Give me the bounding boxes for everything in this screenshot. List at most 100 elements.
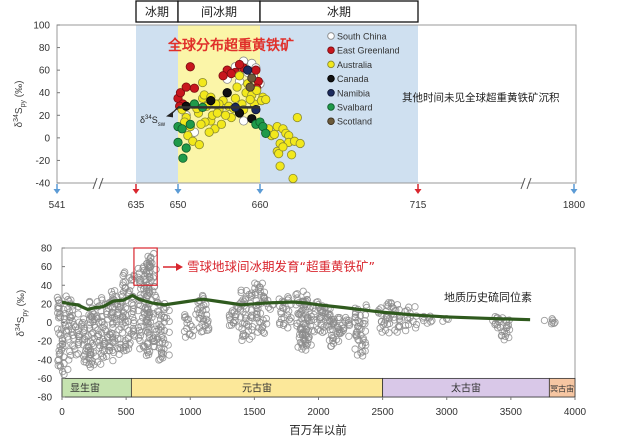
data-point [105, 346, 113, 355]
data-point [80, 315, 88, 323]
data-point [334, 313, 342, 322]
data-point [202, 311, 211, 319]
x-tick-label: 3500 [500, 407, 523, 418]
point-australia [269, 129, 279, 140]
data-point [285, 315, 293, 324]
data-point [74, 340, 82, 349]
data-point [53, 325, 62, 333]
x-tick-label: 1500 [243, 407, 266, 418]
y-tick-label: 80 [41, 244, 53, 255]
data-point [98, 312, 106, 321]
y-axis-label-part: 34 [15, 323, 22, 331]
point-svalbard [178, 153, 188, 163]
data-point [155, 344, 163, 352]
data-point [109, 357, 117, 365]
point-canada [206, 96, 216, 106]
eon-label: 元古宙 [242, 382, 272, 395]
data-point [118, 313, 126, 321]
data-point [123, 305, 131, 313]
y-tick-label: -20 [38, 337, 53, 348]
data-point [310, 311, 318, 319]
data-point [228, 307, 237, 315]
x-tick-label: 715 [410, 200, 427, 211]
data-point [351, 313, 360, 321]
annotation-right: 其他时间未见全球超重黄铁矿沉积 [402, 91, 560, 104]
y-tick-label: 40 [41, 281, 53, 292]
point-namibia [243, 65, 253, 75]
data-point [90, 321, 99, 329]
data-point [328, 333, 337, 342]
data-point [180, 313, 189, 322]
data-point [280, 319, 288, 328]
data-point [60, 318, 68, 327]
data-point [67, 313, 75, 322]
y-tick-label: 0 [44, 133, 50, 144]
x-axis-label: 百万年以前 [289, 423, 347, 437]
data-point [284, 324, 292, 332]
data-point [149, 274, 157, 282]
data-point [383, 301, 391, 309]
data-point [129, 319, 138, 327]
y-tick-label: -40 [36, 179, 51, 190]
data-point [142, 268, 150, 276]
data-point [155, 311, 163, 319]
period-label: 冰期 [145, 5, 169, 19]
data-point [145, 323, 153, 331]
data-point [550, 319, 558, 328]
data-point [332, 335, 341, 344]
legend-marker [327, 103, 335, 111]
data-point [306, 322, 315, 330]
data-point [254, 305, 262, 313]
data-point [148, 313, 156, 321]
data-point [107, 287, 116, 296]
x-tick-label: 3000 [436, 407, 459, 418]
arrow-icon [176, 263, 183, 271]
data-point [144, 288, 153, 296]
legend-label: Namibia [337, 88, 370, 98]
data-point [85, 297, 94, 306]
x-tick-label: 2500 [372, 407, 395, 418]
data-point [109, 309, 117, 317]
axis-break-gap [96, 182, 100, 185]
legend-label: Australia [337, 60, 372, 70]
data-point [134, 264, 142, 273]
data-point [129, 313, 137, 322]
data-point [244, 327, 253, 335]
y-tick-label: 0 [46, 318, 52, 329]
data-point [78, 322, 86, 330]
axis-break-icon [520, 177, 526, 190]
axis-arrow-icon [53, 189, 61, 194]
point-scotland [245, 82, 255, 92]
data-point [137, 322, 145, 331]
axis-arrow-icon [132, 189, 140, 194]
y-tick-label: -20 [36, 156, 51, 167]
data-point [74, 310, 82, 318]
data-point [324, 309, 332, 318]
point-australia [234, 71, 245, 81]
point-australia [286, 150, 297, 160]
data-point [385, 319, 394, 328]
legend-label: South China [337, 32, 387, 42]
data-point [505, 333, 513, 342]
data-point [251, 284, 259, 292]
data-point [402, 326, 410, 335]
bottom-chart: 显生宙 元古宙 太古宙 冥古宙 80 60 40 20 0 -20 -40 -60 -80 0 500 100… [15, 244, 587, 438]
data-point [320, 327, 329, 335]
data-point [149, 334, 158, 342]
data-point [67, 351, 75, 360]
data-point [197, 311, 206, 319]
data-point [237, 288, 245, 297]
legend-label: Svalbard [337, 103, 373, 113]
data-point [258, 279, 266, 287]
point-australia [232, 82, 242, 92]
axis-break-icon [92, 177, 98, 190]
x-tick-label: 650 [170, 200, 187, 211]
point-east-greenland [175, 88, 186, 98]
data-point [158, 331, 166, 339]
data-point [237, 286, 245, 294]
data-point [247, 292, 255, 300]
data-point [230, 308, 238, 316]
data-point [305, 304, 313, 312]
axis-arrow-icon [174, 189, 182, 194]
data-point [158, 334, 166, 342]
